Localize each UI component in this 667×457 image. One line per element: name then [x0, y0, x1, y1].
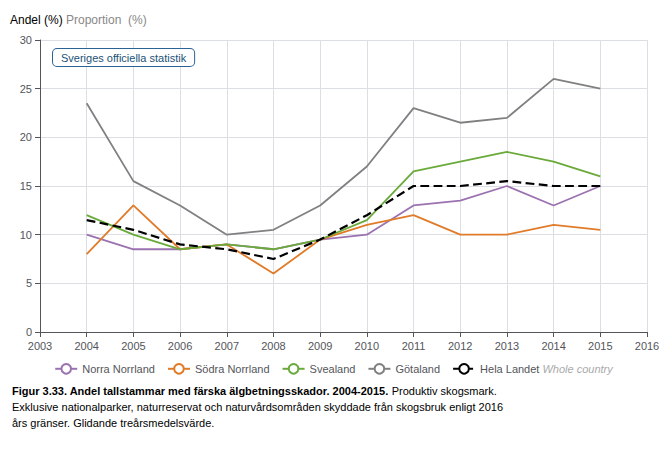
svg-text:Produktiv skogsmark.: Produktiv skogsmark.: [392, 385, 497, 397]
svg-text:2012: 2012: [448, 340, 472, 352]
svg-text:2011: 2011: [402, 340, 426, 352]
svg-text:Whole country: Whole country: [542, 363, 614, 375]
svg-text:2013: 2013: [495, 340, 519, 352]
svg-text:2003: 2003: [28, 340, 52, 352]
svg-text:10: 10: [20, 229, 32, 241]
svg-text:30: 30: [20, 34, 32, 46]
svg-text:0: 0: [26, 326, 32, 338]
svg-text:Andel (%): Andel (%): [10, 13, 63, 27]
svg-text:års gränser. Glidande treårsme: års gränser. Glidande treårsmedelsvärde.: [12, 417, 214, 429]
svg-text:20: 20: [20, 131, 32, 143]
svg-text:Exklusive nationalparker, natu: Exklusive nationalparker, naturreservat …: [12, 401, 503, 413]
svg-text:Sveriges officiella statistik: Sveriges officiella statistik: [61, 52, 187, 64]
svg-text:2014: 2014: [541, 340, 565, 352]
svg-text:Svealand: Svealand: [310, 363, 356, 375]
svg-text:Norra Norrland: Norra Norrland: [82, 363, 155, 375]
svg-text:2008: 2008: [261, 340, 285, 352]
svg-text:5: 5: [26, 277, 32, 289]
svg-text:2010: 2010: [355, 340, 379, 352]
svg-text:Figur 3.33. Andel tallstammar: Figur 3.33. Andel tallstammar med färska…: [12, 385, 388, 397]
svg-text:2007: 2007: [215, 340, 239, 352]
svg-text:Hela Landet: Hela Landet: [480, 363, 542, 375]
svg-text:Södra Norrland: Södra Norrland: [195, 363, 270, 375]
svg-text:2004: 2004: [74, 340, 98, 352]
svg-text:15: 15: [20, 180, 32, 192]
svg-text:2009: 2009: [308, 340, 332, 352]
svg-text:2005: 2005: [121, 340, 145, 352]
svg-text:2015: 2015: [588, 340, 612, 352]
svg-text:Götaland: Götaland: [395, 363, 440, 375]
svg-text:Proportion (%): Proportion (%): [66, 13, 147, 27]
svg-text:2006: 2006: [168, 340, 192, 352]
svg-text:25: 25: [20, 83, 32, 95]
svg-text:2016: 2016: [635, 340, 659, 352]
